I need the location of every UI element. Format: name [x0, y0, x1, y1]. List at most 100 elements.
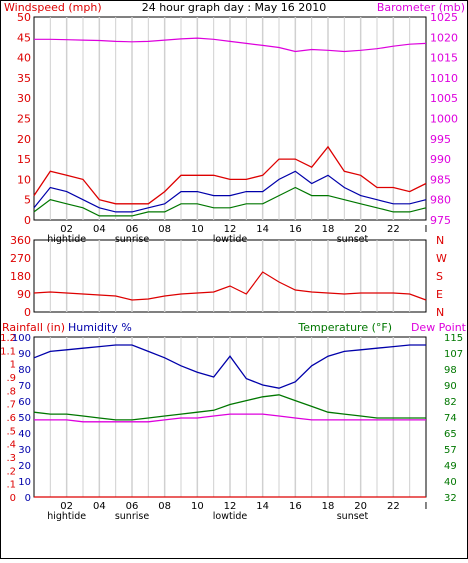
rainfall-tick-label: .4 [6, 440, 16, 451]
temperature-tick-label: 107 [444, 349, 463, 360]
graph-title: 24 hour graph day : May 16 2010 [142, 1, 327, 14]
barometer-tick-label: 1015 [430, 52, 458, 65]
windspeed-tick-label: 20 [17, 133, 31, 146]
event-label: sunrise [115, 511, 149, 522]
direction-tick-label: 0 [24, 306, 31, 319]
hour-tick-label: 08 [158, 224, 171, 235]
hour-tick-label: 10 [191, 224, 204, 235]
humidity-tick-label: 0 [25, 493, 31, 504]
barometer-tick-label: 990 [430, 153, 451, 166]
hour-tick-label: 06 [126, 501, 139, 512]
windspeed-tick-label: 45 [17, 31, 31, 44]
humidity-tick-label: 10 [18, 477, 31, 488]
dewpoint-series [34, 413, 426, 423]
hour-tick-label: 18 [322, 224, 335, 235]
humidity-tick-label: 80 [18, 365, 31, 376]
rainfall-tick-label: .9 [6, 373, 16, 384]
barometer-series [34, 37, 427, 53]
wind-average-series [33, 170, 427, 213]
direction-tick-label: 90 [17, 288, 31, 301]
humidity-tick-label: 30 [18, 445, 31, 456]
compass-label: N [436, 234, 444, 247]
rainfall-tick-label: .2 [6, 466, 16, 477]
humidity-axis-title: Humidity % [68, 321, 132, 334]
grid-lines [49, 17, 411, 497]
rainfall-axis-title: Rainfall (in) [2, 321, 65, 334]
rainfall-tick-label: .3 [6, 453, 16, 464]
windspeed-tick-label: 30 [17, 92, 31, 105]
temperature-tick-label: 32 [444, 493, 457, 504]
temperature-tick-label: 65 [444, 429, 457, 440]
barometer-tick-label: 1025 [430, 11, 458, 24]
hour-tick-label: 18 [322, 501, 335, 512]
hour-tick-label: I [425, 224, 428, 235]
temperature-tick-label: 115 [444, 333, 463, 344]
humidity-tick-label: 20 [18, 461, 31, 472]
windspeed-tick-label: 0 [24, 214, 31, 227]
rainfall-tick-label: 1 [10, 360, 16, 371]
hour-tick-label: 20 [354, 501, 367, 512]
compass-label: W [436, 252, 447, 265]
temperature-tick-label: 49 [444, 461, 457, 472]
barometer-tick-label: 1000 [430, 113, 458, 126]
hour-tick-label: 16 [289, 224, 302, 235]
barometer-tick-label: 985 [430, 173, 451, 186]
temperature-axis-title: Temperature (°F) [297, 321, 392, 334]
temperature-tick-label: 74 [444, 413, 457, 424]
barometer-axis-title: Barometer (mb) [377, 1, 465, 14]
temperature-tick-label: 90 [444, 381, 457, 392]
windspeed-tick-label: 35 [17, 72, 31, 85]
direction-tick-label: 270 [10, 252, 31, 265]
dewpoint-axis-title: Dew Point [411, 321, 467, 334]
hour-tick-label: 04 [93, 224, 106, 235]
rainfall-tick-label: 1.2 [0, 333, 16, 344]
windspeed-tick-label: 25 [17, 113, 31, 126]
compass-label: N [436, 306, 444, 319]
temperature-tick-label: 40 [444, 477, 457, 488]
rainfall-tick-label: .7 [6, 400, 16, 411]
series-layer [33, 37, 427, 498]
compass-label: E [436, 288, 443, 301]
hour-tick-label: 06 [126, 224, 139, 235]
hour-tick-label: 02 [60, 501, 73, 512]
rainfall-tick-label: .5 [6, 426, 16, 437]
temperature-tick-label: 82 [444, 397, 457, 408]
humidity-tick-label: 50 [18, 413, 31, 424]
windspeed-tick-label: 50 [17, 11, 31, 24]
windspeed-tick-label: 10 [17, 173, 31, 186]
hour-tick-label: I [425, 501, 428, 512]
barometer-tick-label: 1010 [430, 72, 458, 85]
hour-tick-label: 02 [60, 224, 73, 235]
windspeed-tick-label: 5 [24, 194, 31, 207]
humidity-tick-label: 70 [18, 381, 31, 392]
wind-low-series [33, 186, 427, 217]
direction-tick-label: 360 [10, 234, 31, 247]
windspeed-tick-label: 15 [17, 153, 31, 166]
barometer-tick-label: 1005 [430, 92, 458, 105]
humidity-tick-label: 90 [18, 349, 31, 360]
humidity-tick-label: 100 [12, 333, 31, 344]
hour-tick-label: 22 [387, 501, 400, 512]
event-label: hightide [47, 511, 86, 522]
event-label: lowtide [213, 511, 248, 522]
temperature-tick-label: 57 [444, 445, 457, 456]
hour-tick-label: 16 [289, 501, 302, 512]
wind-gust-series [33, 145, 427, 205]
hour-tick-label: 10 [191, 501, 204, 512]
direction-tick-label: 180 [10, 270, 31, 283]
rainfall-tick-label: .8 [6, 386, 16, 397]
hour-tick-label: 20 [354, 224, 367, 235]
hour-tick-label: 14 [256, 501, 269, 512]
humidity-tick-label: 60 [18, 397, 31, 408]
barometer-tick-label: 975 [430, 214, 451, 227]
event-label: lowtide [213, 234, 248, 245]
temperature-series [33, 394, 426, 421]
barometer-tick-label: 1020 [430, 31, 458, 44]
wind-direction-series [33, 271, 427, 301]
windspeed-axis-title: Windspeed (mph) [4, 1, 102, 14]
